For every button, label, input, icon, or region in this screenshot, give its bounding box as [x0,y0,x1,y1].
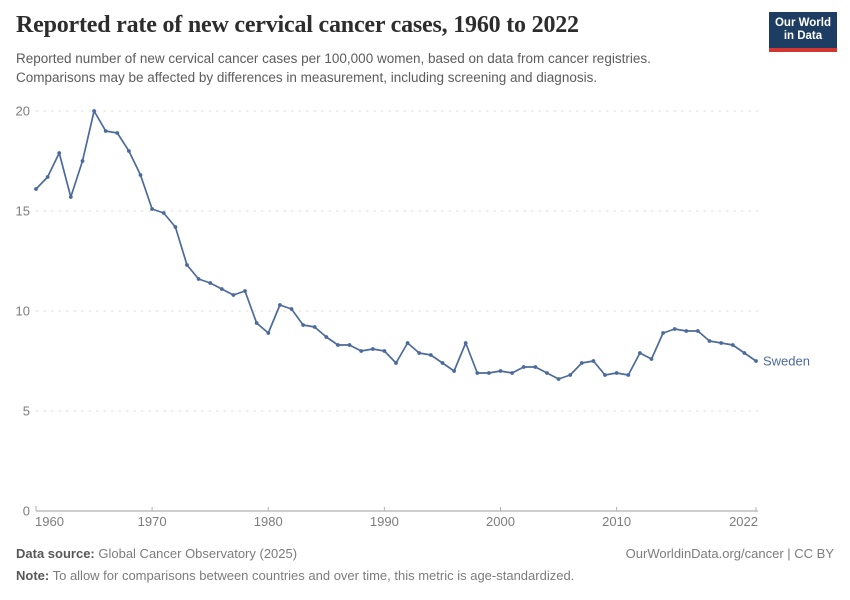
data-point [115,131,120,135]
data-point [161,211,166,215]
data-point [185,263,189,267]
data-point [312,325,317,329]
data-point [231,293,236,297]
note-value: To allow for comparisons between countri… [49,568,575,583]
chart-subtitle: Reported number of new cervical cancer c… [16,51,651,85]
data-point [138,173,143,177]
x-axis-tick-label: 2022 [729,514,758,529]
data-point [696,329,700,333]
data-point [243,289,247,293]
data-point [626,373,631,377]
data-point [324,335,329,339]
data-point [533,365,538,369]
y-axis-tick-label: 10 [16,304,30,319]
y-axis-tick-label: 0 [23,504,30,519]
data-point [382,349,387,353]
data-point [219,287,224,291]
series-end-label-sweden[interactable]: Sweden [763,354,810,369]
data-point [45,175,50,179]
data-point [150,207,155,211]
data-point [289,307,294,311]
data-point [80,159,85,163]
data-point [417,351,422,355]
data-point [278,303,282,307]
data-point [347,343,352,347]
data-point [556,377,561,381]
data-point [498,369,503,373]
data-point [672,327,677,331]
data-point [638,351,642,355]
data-point [510,371,514,375]
data-point [301,323,305,327]
data-point [103,129,108,133]
note-label: Note: [16,568,50,583]
data-point [34,187,38,191]
note-line: Note: To allow for comparisons between c… [16,566,834,585]
data-point [208,281,213,285]
data-point [370,347,375,351]
x-axis-tick-label: 2010 [602,514,631,529]
data-point [730,343,735,347]
chart-plot-area[interactable]: 0 5 10 15 20 1960 1970 1980 1990 2000 2010 2022 Swed… [0,95,850,540]
data-point [579,361,584,365]
chart-title: Reported rate of new cervical cancer cas… [16,12,579,38]
data-point [487,371,491,375]
data-point [521,365,526,369]
data-point [475,371,480,375]
y-axis-tick-label: 15 [16,204,30,219]
data-line-sweden[interactable] [35,110,757,380]
x-axis-tick-label: 1980 [254,514,283,529]
y-axis-tick-label: 20 [16,104,30,119]
data-point [545,371,549,375]
x-axis-tick-label: 1970 [138,514,167,529]
data-point [463,341,468,345]
x-axis-tick-label: 2000 [486,514,515,529]
data-point [614,371,619,375]
data-point [603,373,607,377]
data-point [568,373,573,377]
data-source-value: Global Cancer Observatory (2025) [94,546,298,561]
data-point [684,329,689,333]
credit-link[interactable]: OurWorldinData.org/cancer | CC BY [625,546,834,561]
data-point [196,277,201,281]
data-point [173,225,178,229]
data-point [394,361,398,365]
y-axis-tick-label: 5 [23,404,30,419]
data-point [428,353,433,357]
data-point [719,341,724,345]
data-point [754,359,758,363]
x-axis-tick-label: 1990 [370,514,399,529]
data-point [68,195,73,199]
data-point [452,369,456,373]
data-point [266,331,271,335]
data-point [126,149,131,153]
data-point [57,151,62,155]
data-point [336,343,340,347]
owid-logo: Our World in Data [769,12,837,52]
data-point [742,351,747,355]
data-source-line: Data source: Global Cancer Observatory (… [16,544,297,563]
data-point [359,349,364,353]
chart-footer: Data source: Global Cancer Observatory (… [16,544,834,585]
x-axis-tick-label: 1960 [35,514,64,529]
data-point [649,357,654,361]
data-point [405,341,410,345]
data-point [661,331,665,335]
data-point [92,109,96,113]
data-point [254,321,259,325]
data-point [707,339,712,343]
data-point [440,361,445,365]
data-source-label: Data source: [16,546,95,561]
data-point [591,359,596,363]
